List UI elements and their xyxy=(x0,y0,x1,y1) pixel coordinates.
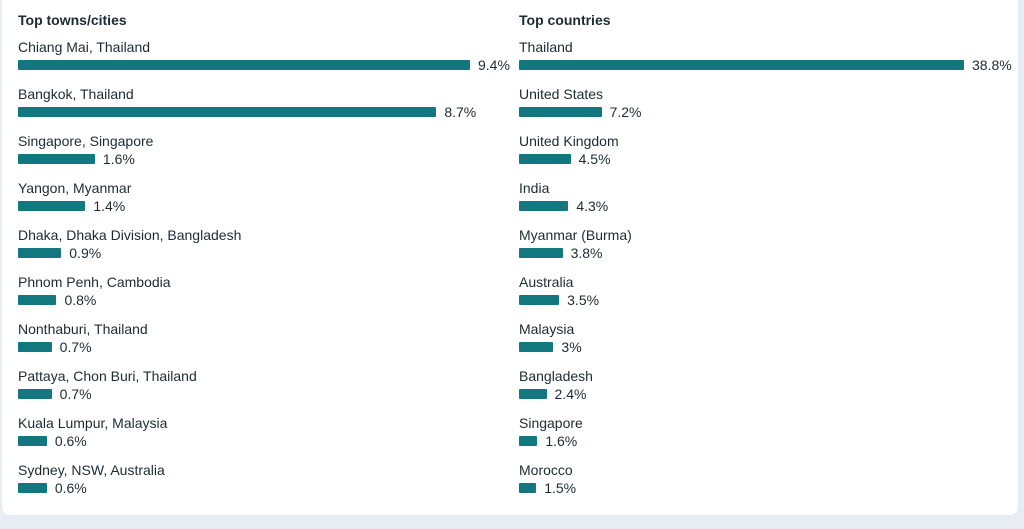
country-row: Morocco 1.5% xyxy=(519,461,1019,508)
country-row: India 4.3% xyxy=(519,179,1019,226)
city-label: Phnom Penh, Cambodia xyxy=(18,274,171,290)
country-bar xyxy=(519,389,547,399)
city-row: Bangkok, Thailand 8.7% xyxy=(18,85,498,132)
city-value-label: 0.6% xyxy=(54,433,87,449)
city-row: Nonthaburi, Thailand 0.7% xyxy=(18,320,498,367)
top-cities-title: Top towns/cities xyxy=(18,12,127,28)
city-bar xyxy=(18,154,95,164)
top-countries-title: Top countries xyxy=(519,12,611,28)
city-row: Sydney, NSW, Australia 0.6% xyxy=(18,461,498,508)
city-row: Yangon, Myanmar 1.4% xyxy=(18,179,498,226)
city-value-label: 1.4% xyxy=(93,198,126,214)
country-label: Morocco xyxy=(519,462,573,478)
city-bar xyxy=(18,483,47,493)
country-value-label: 4.3% xyxy=(576,198,609,214)
city-bar xyxy=(18,248,62,258)
country-row: Malaysia 3% xyxy=(519,320,1019,367)
city-bar xyxy=(18,60,470,70)
country-label: Thailand xyxy=(519,39,573,55)
country-row: Australia 3.5% xyxy=(519,273,1019,320)
city-bar xyxy=(18,436,47,446)
city-bar xyxy=(18,201,86,211)
city-label: Chiang Mai, Thailand xyxy=(18,39,151,55)
city-row: Dhaka, Dhaka Division, Bangladesh 0.9% xyxy=(18,226,498,273)
country-value-label: 2.4% xyxy=(554,386,587,402)
country-label: United Kingdom xyxy=(519,133,619,149)
city-label: Pattaya, Chon Buri, Thailand xyxy=(18,368,197,384)
country-value-label: 1.6% xyxy=(545,433,578,449)
country-bar xyxy=(519,436,538,446)
city-value-label: 9.4% xyxy=(478,57,510,73)
country-bar xyxy=(519,154,571,164)
city-label: Sydney, NSW, Australia xyxy=(18,462,165,478)
country-label: Bangladesh xyxy=(519,368,593,384)
country-bar xyxy=(519,60,964,70)
city-row: Singapore, Singapore 1.6% xyxy=(18,132,498,179)
country-bar xyxy=(519,248,563,258)
country-value-label: 3.8% xyxy=(570,245,603,261)
city-value-label: 0.8% xyxy=(64,292,97,308)
country-value-label: 38.8% xyxy=(972,57,1012,73)
city-value-label: 0.7% xyxy=(59,339,92,355)
country-value-label: 3.5% xyxy=(567,292,600,308)
country-row: Thailand 38.8% xyxy=(519,38,1019,85)
country-bar xyxy=(519,342,554,352)
country-bar xyxy=(519,295,560,305)
top-countries-panel: Top countries Thailand 38.8% United States… xyxy=(519,10,1019,496)
city-label: Dhaka, Dhaka Division, Bangladesh xyxy=(18,227,242,243)
city-label: Bangkok, Thailand xyxy=(18,86,134,102)
country-row: United States 7.2% xyxy=(519,85,1019,132)
city-label: Nonthaburi, Thailand xyxy=(18,321,148,337)
country-label: Singapore xyxy=(519,415,583,431)
country-bar xyxy=(519,483,537,493)
city-value-label: 0.7% xyxy=(59,386,92,402)
country-bar xyxy=(519,107,602,117)
country-row: Bangladesh 2.4% xyxy=(519,367,1019,414)
top-cities-panel: Top towns/cities Chiang Mai, Thailand 9.4… xyxy=(18,10,510,496)
city-bar xyxy=(18,389,52,399)
city-value-label: 0.6% xyxy=(54,480,87,496)
audience-card: Top towns/cities Chiang Mai, Thailand 9.4… xyxy=(2,0,1018,515)
country-row: Singapore 1.6% xyxy=(519,414,1019,461)
country-label: Malaysia xyxy=(519,321,575,337)
city-row: Pattaya, Chon Buri, Thailand 0.7% xyxy=(18,367,498,414)
country-row: Myanmar (Burma) 3.8% xyxy=(519,226,1019,273)
city-row: Chiang Mai, Thailand 9.4% xyxy=(18,38,510,85)
city-value-label: 8.7% xyxy=(444,104,477,120)
city-row: Kuala Lumpur, Malaysia 0.6% xyxy=(18,414,498,461)
country-label: Australia xyxy=(519,274,574,290)
city-bar xyxy=(18,295,57,305)
country-value-label: 7.2% xyxy=(609,104,642,120)
city-label: Singapore, Singapore xyxy=(18,133,154,149)
city-bar xyxy=(18,107,437,117)
country-label: Myanmar (Burma) xyxy=(519,227,632,243)
country-bar xyxy=(519,201,569,211)
country-label: United States xyxy=(519,86,604,102)
country-row: United Kingdom 4.5% xyxy=(519,132,1019,179)
country-value-label: 4.5% xyxy=(578,151,611,167)
country-value-label: 1.5% xyxy=(544,480,577,496)
city-row: Phnom Penh, Cambodia 0.8% xyxy=(18,273,498,320)
city-value-label: 1.6% xyxy=(102,151,135,167)
city-label: Kuala Lumpur, Malaysia xyxy=(18,415,168,431)
city-value-label: 0.9% xyxy=(69,245,102,261)
city-label: Yangon, Myanmar xyxy=(18,180,132,196)
country-label: India xyxy=(519,180,550,196)
city-bar xyxy=(18,342,52,352)
country-value-label: 3% xyxy=(561,339,582,355)
